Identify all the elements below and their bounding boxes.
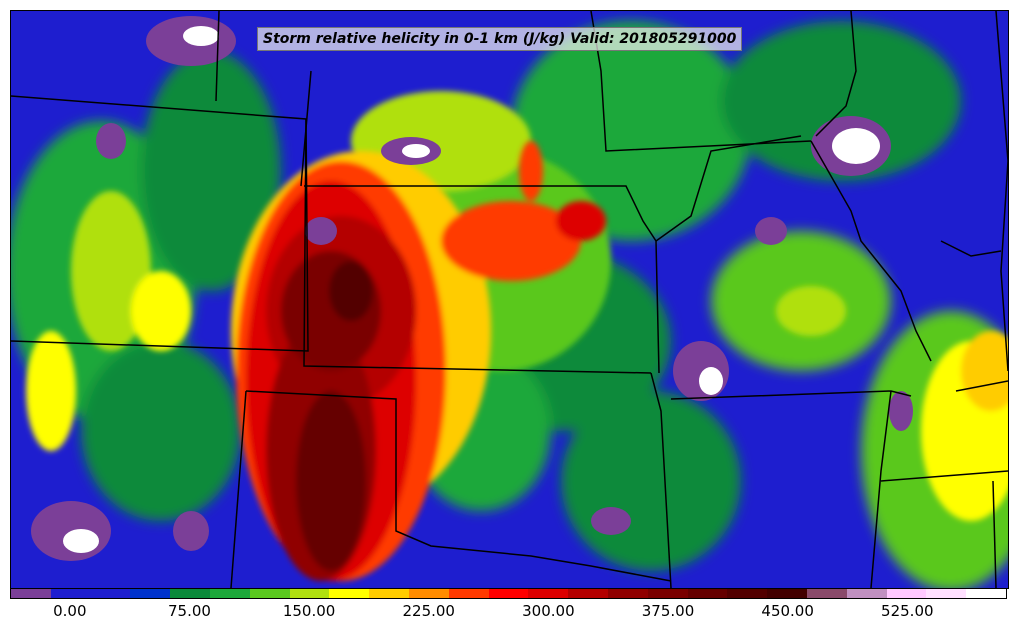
colorbar-segment (11, 589, 51, 598)
colorbar-segment (209, 589, 250, 598)
colorbar-tick-label: 450.00 (761, 602, 814, 620)
colorbar-segment (607, 589, 648, 598)
colorbar-segment (528, 589, 569, 598)
colorbar-segment (448, 589, 489, 598)
colorbar-segment (966, 589, 1006, 598)
map-panel: Storm relative helicity in 0-1 km (J/kg)… (10, 10, 1009, 589)
field-patches (31, 16, 913, 561)
colorbar-tick-label: 75.00 (167, 602, 211, 620)
colorbar (10, 588, 1007, 599)
colorbar-segment (886, 589, 927, 598)
field-high (231, 141, 606, 581)
colorbar-segment (50, 589, 91, 598)
colorbar-segment (369, 589, 409, 598)
helicity-map (11, 11, 1008, 588)
colorbar-segment (90, 589, 131, 598)
colorbar-segment (408, 589, 449, 598)
colorbar-segment (488, 589, 529, 598)
colorbar-tick-label: 525.00 (881, 602, 934, 620)
colorbar-segment (806, 589, 847, 598)
colorbar-segment (926, 589, 967, 598)
colorbar-segment (249, 589, 290, 598)
colorbar-segment (846, 589, 887, 598)
colorbar-segment (687, 589, 728, 598)
colorbar-tick-label: 150.00 (282, 602, 336, 620)
colorbar-segment (289, 589, 330, 598)
colorbar-segment (329, 589, 370, 598)
colorbar-segment (170, 589, 210, 598)
colorbar-tick-label: 0.00 (53, 602, 87, 620)
colorbar-segment (767, 589, 807, 598)
colorbar-segment (568, 589, 608, 598)
map-title: Storm relative helicity in 0-1 km (J/kg)… (257, 27, 743, 51)
colorbar-tick-label: 300.00 (522, 602, 575, 620)
colorbar-segment (647, 589, 688, 598)
colorbar-segment (727, 589, 768, 598)
colorbar-ticks: 0.00 75.00 150.00 225.00 300.00 375.00 450.00 5… (10, 602, 1007, 626)
colorbar-tick-label: 225.00 (402, 602, 455, 620)
colorbar-tick-label: 375.00 (641, 602, 695, 620)
colorbar-segment (130, 589, 171, 598)
